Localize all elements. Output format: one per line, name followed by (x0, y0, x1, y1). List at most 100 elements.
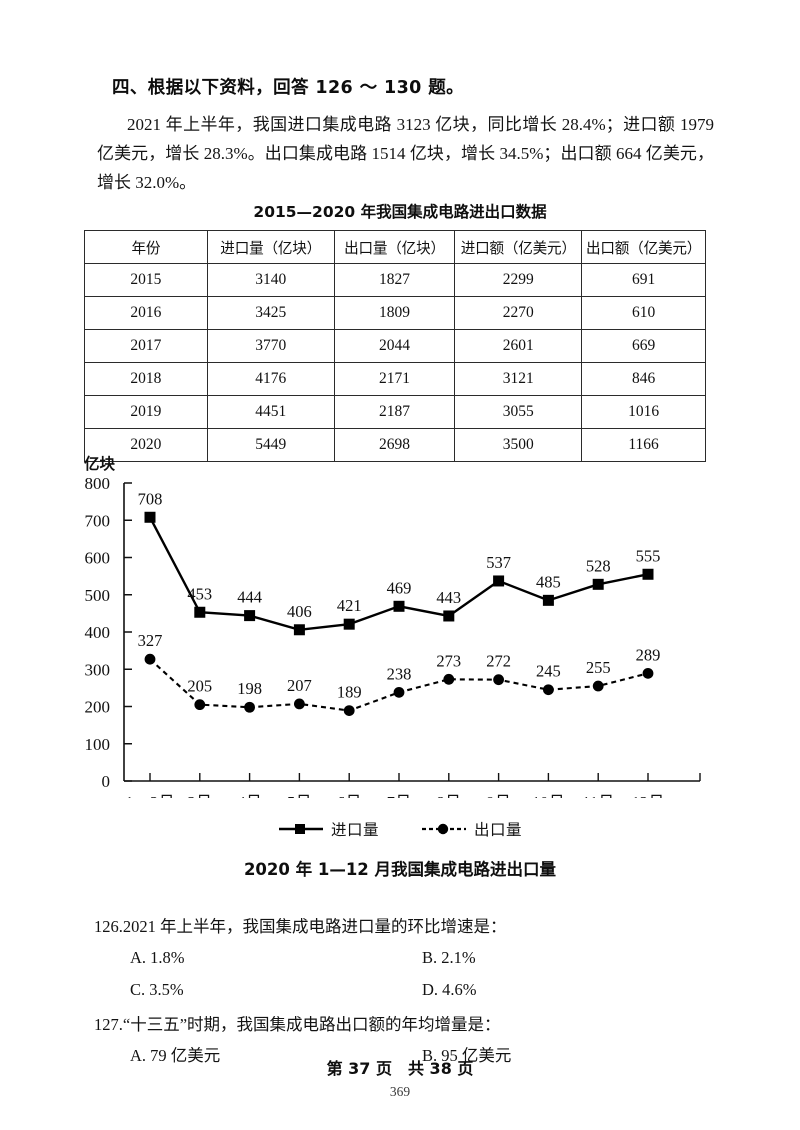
questions-block: 126.2021 年上半年，我国集成电路进口量的环比增速是： A. 1.8% B… (94, 908, 714, 1072)
svg-text:300: 300 (85, 660, 111, 679)
table-header-cell: 出口额（亿美元） (581, 230, 706, 264)
option-127-b[interactable]: B. 95 亿美元 (422, 1046, 512, 1065)
table-row: 2017 3770 2044 2601 669 (84, 329, 706, 363)
table-cell: 3121 (454, 362, 583, 396)
svg-text:406: 406 (287, 602, 312, 621)
table-header-cell: 进口量（亿块） (206, 230, 335, 264)
legend-item-imports: 进口量 (278, 818, 379, 840)
table-cell: 2018 (84, 362, 208, 396)
svg-text:528: 528 (586, 556, 611, 575)
section-heading: 四、根据以下资料，回答 126 ～ 130 题。 (112, 78, 465, 98)
legend-item-exports: 出口量 (421, 818, 522, 840)
svg-text:273: 273 (436, 651, 461, 670)
table-cell: 2016 (84, 296, 208, 330)
line-chart: 0 100 200 300 400 500 600 700 800 1—2月 3月 4月 5月 6月 7月 8… (0, 448, 800, 798)
table-cell: 691 (581, 263, 706, 297)
svg-text:255: 255 (586, 658, 611, 677)
table-cell: 3055 (454, 395, 583, 429)
table-cell: 3425 (206, 296, 335, 330)
table-row: 2018 4176 2171 3121 846 (84, 362, 706, 396)
table-cell: 3500 (454, 428, 583, 462)
table-cell: 2187 (333, 395, 456, 429)
question-126-options-row-2: C. 3.5% D. 4.6% (94, 974, 714, 1006)
svg-text:469: 469 (387, 578, 412, 597)
svg-text:289: 289 (636, 645, 661, 664)
chart-canvas: 0 100 200 300 400 500 600 700 800 1—2月 3月 4月 5月 6月 7月 8… (85, 474, 701, 798)
table-cell: 846 (581, 362, 706, 396)
import-export-data-table: 年份 进口量（亿块） 出口量（亿块） 进口额（亿美元） 出口额（亿美元） 201… (84, 230, 706, 462)
table-cell: 2017 (84, 329, 208, 363)
svg-text:189: 189 (337, 683, 362, 702)
option-126-b[interactable]: B. 2.1% (422, 948, 476, 967)
svg-text:443: 443 (436, 588, 461, 607)
svg-text:708: 708 (138, 489, 163, 508)
question-127-stem: 127.“十三五”时期，我国集成电路出口额的年均增量是： (94, 1015, 501, 1034)
svg-text:4月: 4月 (237, 793, 262, 798)
svg-text:200: 200 (85, 698, 111, 717)
svg-text:5月: 5月 (287, 793, 312, 798)
footer-page-label: 第 37 页 共 38 页 (326, 1059, 474, 1078)
table-cell: 2019 (84, 395, 208, 429)
table-cell: 4451 (206, 395, 335, 429)
svg-text:100: 100 (85, 735, 111, 754)
legend-marker-circle-dashed (422, 823, 466, 835)
svg-text:600: 600 (85, 549, 111, 568)
table-cell: 2044 (333, 329, 456, 363)
chart-title: 2020 年 1—12 月我国集成电路进出口量 (243, 860, 557, 879)
table-row: 2016 3425 1809 2270 610 (84, 296, 706, 330)
table-cell: 1166 (581, 428, 706, 462)
svg-text:0: 0 (102, 772, 111, 791)
table-row: 2015 3140 1827 2299 691 (84, 263, 706, 297)
legend-label-imports: 进口量 (330, 822, 379, 839)
table-header-row: 年份 进口量（亿块） 出口量（亿块） 进口额（亿美元） 出口额（亿美元） (84, 230, 706, 264)
option-126-d[interactable]: D. 4.6% (422, 980, 477, 999)
passage-text: 2021 年上半年，我国进口集成电路 3123 亿块，同比增长 28.4%；进口… (97, 115, 714, 192)
svg-text:700: 700 (85, 511, 111, 530)
table-cell: 2601 (454, 329, 583, 363)
table-title: 2015—2020 年我国集成电路进出口数据 (253, 203, 547, 221)
svg-text:327: 327 (138, 631, 163, 650)
svg-text:9月: 9月 (486, 793, 511, 798)
svg-text:207: 207 (287, 676, 312, 695)
svg-text:11月: 11月 (582, 793, 614, 798)
svg-text:205: 205 (187, 677, 212, 696)
svg-text:485: 485 (536, 572, 561, 591)
svg-text:272: 272 (486, 652, 511, 671)
table-cell: 2270 (454, 296, 583, 330)
option-126-c[interactable]: C. 3.5% (130, 980, 184, 999)
svg-text:12月: 12月 (632, 793, 665, 798)
svg-text:500: 500 (85, 586, 111, 605)
y-axis-unit-label: 亿块 (84, 455, 116, 473)
table-cell: 1809 (333, 296, 456, 330)
svg-text:400: 400 (85, 623, 111, 642)
svg-text:238: 238 (387, 664, 412, 683)
table-cell: 2171 (333, 362, 456, 396)
question-126-stem: 126.2021 年上半年，我国集成电路进口量的环比增速是： (94, 917, 507, 936)
svg-text:537: 537 (486, 553, 511, 572)
svg-text:1—2月: 1—2月 (125, 793, 175, 798)
table-cell: 610 (581, 296, 706, 330)
table-row: 2020 5449 2698 3500 1166 (84, 428, 706, 462)
table-cell: 5449 (206, 428, 335, 462)
table-cell: 3770 (206, 329, 335, 363)
chart-legend: 进口量 出口量 (0, 818, 800, 840)
question-126-options-row-1: A. 1.8% B. 2.1% (94, 942, 714, 974)
table-cell: 2698 (333, 428, 456, 462)
option-127-a[interactable]: A. 79 亿美元 (130, 1046, 221, 1065)
table-cell: 669 (581, 329, 706, 363)
table-cell: 3140 (206, 263, 335, 297)
option-126-a[interactable]: A. 1.8% (130, 948, 185, 967)
table-cell: 2299 (454, 263, 583, 297)
table-cell: 4176 (206, 362, 335, 396)
table-cell: 1016 (581, 395, 706, 429)
table-header-cell: 进口额（亿美元） (454, 230, 583, 264)
table-row: 2019 4451 2187 3055 1016 (84, 395, 706, 429)
legend-marker-square-solid (278, 824, 323, 834)
table-header-cell: 年份 (84, 230, 208, 264)
svg-text:198: 198 (237, 679, 262, 698)
svg-text:555: 555 (636, 546, 661, 565)
question-127-options-row-1: A. 79 亿美元 B. 95 亿美元 (94, 1040, 714, 1072)
svg-text:3月: 3月 (187, 793, 212, 798)
table-header-cell: 出口量（亿块） (333, 230, 456, 264)
